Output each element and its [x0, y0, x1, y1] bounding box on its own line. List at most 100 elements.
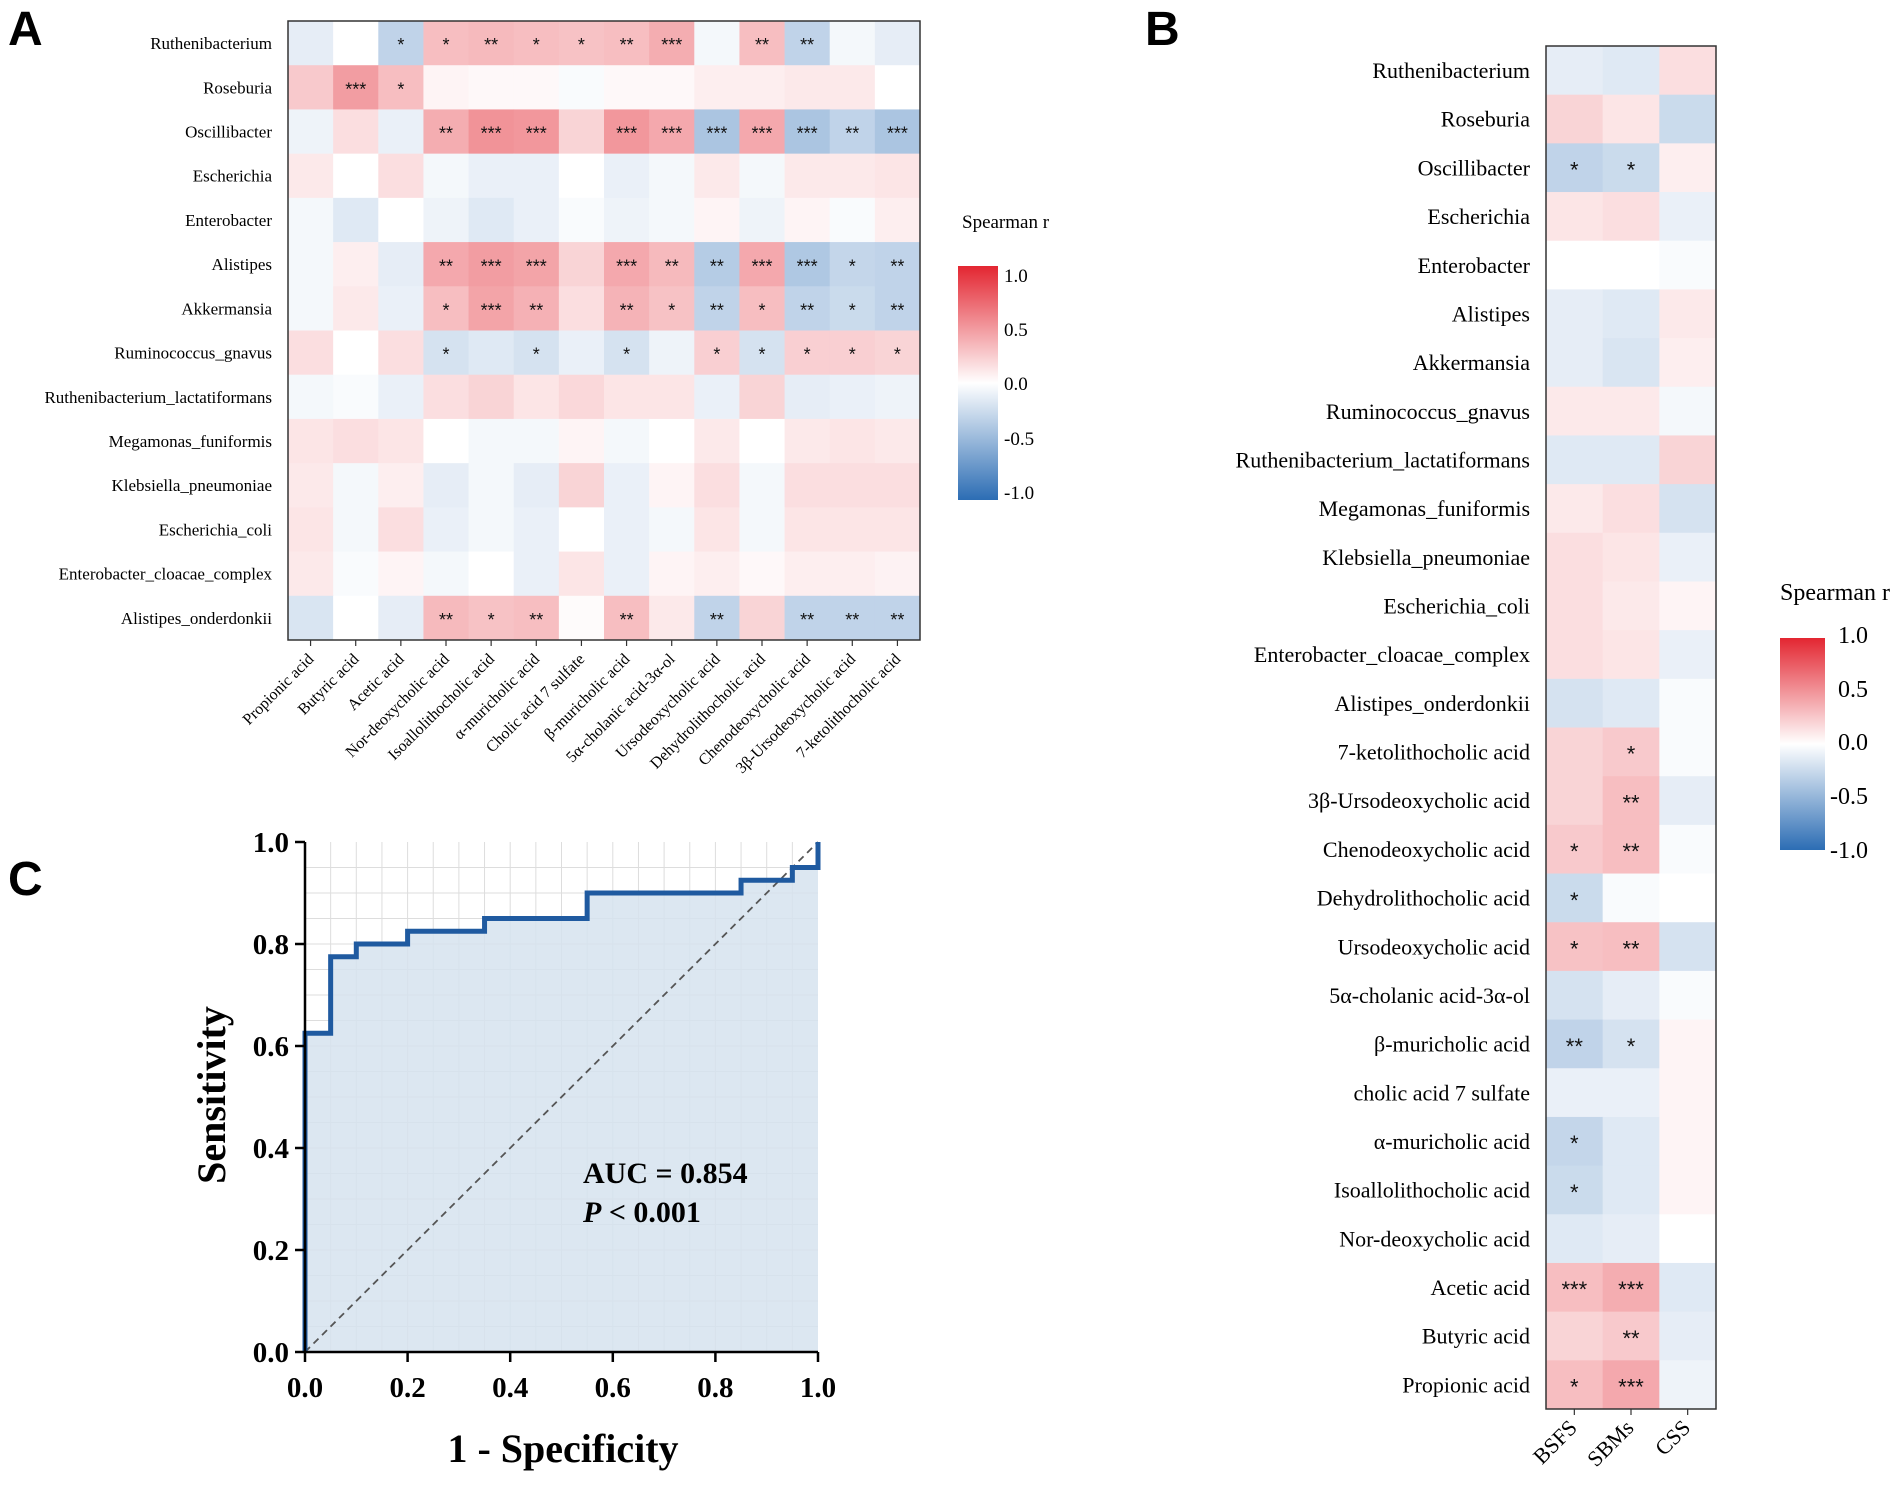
heatmap-cell — [739, 551, 786, 597]
roc-p-label: P < 0.001 — [582, 1196, 701, 1229]
row-label: Enterobacter — [185, 211, 272, 230]
heatmap-cell — [604, 153, 650, 199]
heatmap-cell — [468, 109, 515, 155]
heatmap-cell — [739, 109, 786, 155]
significance-marker: * — [713, 345, 720, 365]
row-label: Ruthenibacterium_lactatiformans — [1236, 447, 1530, 472]
heatmap-cell — [694, 197, 740, 243]
significance-marker: * — [1627, 1034, 1636, 1059]
significance-marker: *** — [1618, 1375, 1644, 1400]
heatmap-cell — [1659, 581, 1717, 631]
heatmap-cell — [1546, 1068, 1604, 1118]
significance-marker: ** — [845, 610, 859, 630]
heatmap-cell — [874, 463, 921, 508]
roc-p-symbol: P — [582, 1196, 602, 1229]
heatmap-cell — [829, 463, 876, 508]
legend-b-tick: 0.0 — [1838, 730, 1868, 756]
heatmap-cell — [513, 551, 560, 597]
heatmap-cell — [1602, 922, 1660, 972]
legend-a-tick: -1.0 — [1004, 483, 1034, 504]
heatmap-cell — [874, 507, 921, 553]
heatmap-cell — [649, 330, 695, 376]
row-label: 5α-cholanic acid-3α-ol — [1329, 983, 1530, 1008]
heatmap-cell — [1659, 1262, 1717, 1313]
row-label: β-muricholic acid — [1374, 1032, 1530, 1057]
row-label: Alistipes — [212, 255, 272, 274]
heatmap-cell — [649, 109, 695, 155]
heatmap-cell — [784, 374, 831, 420]
heatmap-cell — [333, 153, 379, 199]
heatmap-cell — [468, 286, 515, 331]
row-label: Roseburia — [1441, 107, 1530, 132]
heatmap-cell — [694, 551, 740, 597]
significance-marker: ** — [710, 610, 724, 630]
heatmap-cell — [423, 197, 470, 243]
heatmap-cell — [1659, 94, 1717, 144]
row-label: Megamonas_funiformis — [1319, 496, 1530, 521]
row-label: Acetic acid — [1430, 1275, 1530, 1300]
heatmap-cell — [288, 65, 334, 110]
heatmap-cell — [558, 65, 605, 110]
significance-marker: ** — [1622, 936, 1640, 961]
heatmap-cell — [288, 153, 334, 199]
heatmap-cell — [1659, 922, 1717, 972]
heatmap-cell — [1659, 970, 1717, 1021]
heatmap-cell — [1546, 94, 1604, 144]
significance-marker: * — [1570, 158, 1579, 183]
heatmap-cell — [423, 418, 470, 464]
significance-marker: * — [397, 79, 404, 99]
significance-marker: * — [758, 300, 765, 320]
heatmap-cell — [829, 330, 876, 376]
heatmap-cell — [1602, 1311, 1660, 1361]
row-label: Isoallolithocholic acid — [1334, 1178, 1530, 1203]
heatmap-cell — [468, 418, 515, 464]
heatmap-cell — [1602, 289, 1660, 339]
significance-marker: *** — [481, 256, 502, 276]
heatmap-cell — [378, 507, 424, 553]
roc-plot-layer: 0.0 0.2 0.4 0.6 0.8 1.0 0.0 0.2 0.4 0.6 0.8 1.0 — [253, 827, 836, 1404]
heatmap-cell — [1659, 240, 1717, 290]
heatmap-cell — [468, 507, 515, 553]
heatmap-cell — [333, 551, 379, 597]
heatmap-cell — [288, 507, 334, 553]
heatmap-cell — [558, 507, 605, 553]
roc-reference-line — [304, 841, 819, 1353]
heatmap-cell — [1659, 776, 1717, 826]
heatmap-cell — [1546, 1116, 1604, 1167]
heatmap-cell — [649, 374, 695, 420]
heatmap-cell — [468, 330, 515, 376]
heatmap-cell — [1659, 484, 1717, 534]
heatmap-cell — [423, 374, 470, 420]
significance-marker: ** — [529, 300, 543, 320]
heatmap-cell — [1659, 824, 1717, 875]
heatmap-cell — [874, 21, 921, 66]
heatmap-cell — [739, 330, 786, 376]
heatmap-cell — [378, 463, 424, 508]
heatmap-cell — [1546, 46, 1604, 96]
heatmap-cell — [1546, 970, 1604, 1021]
significance-marker: ** — [1622, 790, 1640, 815]
heatmap-cell — [378, 242, 424, 287]
significance-marker: ** — [439, 610, 453, 630]
heatmap-cell — [1602, 435, 1660, 485]
legend-b-colorbar — [1780, 638, 1825, 850]
panel-label-a: A — [8, 3, 43, 56]
heatmap-cell — [1602, 1214, 1660, 1264]
heatmap-cell — [468, 463, 515, 508]
heatmap-cell — [1659, 727, 1717, 777]
significance-marker: ** — [439, 124, 453, 144]
heatmap-cell — [1546, 192, 1604, 242]
heatmap-cell — [1659, 1068, 1717, 1118]
heatmap-cell — [1602, 970, 1660, 1021]
significance-marker: ** — [439, 256, 453, 276]
heatmap-cell — [423, 595, 470, 641]
heatmap-cell — [1659, 46, 1717, 96]
heatmap-cell — [604, 242, 650, 287]
significance-marker: * — [578, 35, 585, 55]
heatmap-cell — [558, 418, 605, 464]
row-label: Oscillibacter — [1418, 155, 1531, 180]
significance-marker: * — [1627, 158, 1636, 183]
heatmap-cell — [604, 595, 650, 641]
heatmap-cell — [513, 507, 560, 553]
heatmap-cell — [649, 197, 695, 243]
